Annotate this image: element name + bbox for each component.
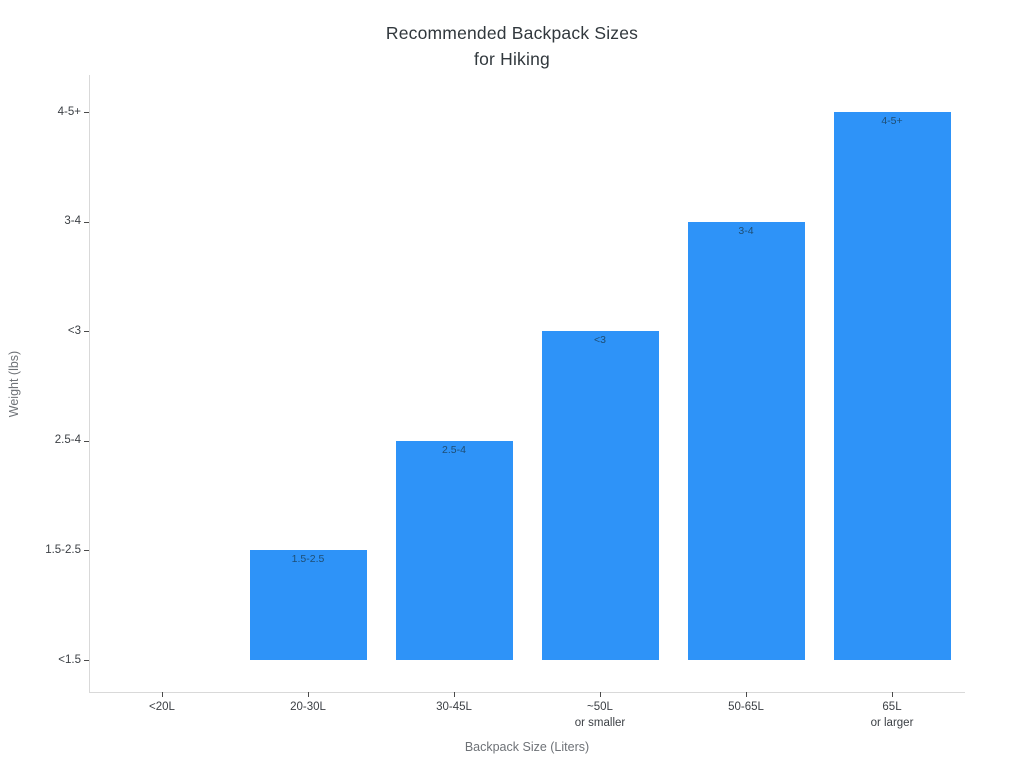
x-tick-label: ~50L or smaller xyxy=(527,699,673,731)
x-tick-label-line: or larger xyxy=(870,717,914,729)
x-tick-mark xyxy=(454,692,455,697)
x-tick-label: 50-65L xyxy=(673,699,819,715)
bar-value-label: <3 xyxy=(594,334,606,347)
y-tick-label: 4-5+ xyxy=(57,105,81,118)
chart-title-line-1: Recommended Backpack Sizes xyxy=(385,23,639,43)
x-tick-label-line: <20L xyxy=(149,701,175,713)
chart-title: Recommended Backpack Sizes for Hiking xyxy=(0,20,1024,72)
bar: 1.5-2.5 xyxy=(249,550,367,660)
y-tick-label: <1.5 xyxy=(58,653,81,666)
y-tick-mark xyxy=(84,222,89,223)
x-axis-title: Backpack Size (Liters) xyxy=(464,740,590,754)
y-axis-title: Weight (lbs) xyxy=(7,350,21,417)
y-tick-label: <3 xyxy=(67,324,81,337)
chart-title-line-2: for Hiking xyxy=(474,49,550,69)
x-tick-mark xyxy=(600,692,601,697)
x-tick-label: 65L or larger xyxy=(819,699,965,731)
x-tick-label: 20-30L xyxy=(235,699,381,715)
plot-area: <1.5 1.5-2.5 2.5-4 <3 3-4 4-5+ <20L 20-30L 30-45… xyxy=(45,75,965,729)
x-tick-mark xyxy=(308,692,309,697)
x-tick-label-line: 30-45L xyxy=(436,701,472,713)
x-tick-label-line: 50-65L xyxy=(728,701,764,713)
x-tick-label: 30-45L xyxy=(381,699,527,715)
y-axis-title-wrap: Weight (lbs) xyxy=(0,75,28,692)
bar: 4-5+ xyxy=(833,112,951,660)
x-tick-label-line: 20-30L xyxy=(290,701,326,713)
y-tick-mark xyxy=(84,441,89,442)
y-tick-mark xyxy=(84,550,89,551)
y-tick-mark xyxy=(84,112,89,113)
x-axis-line xyxy=(89,692,965,693)
bar: 2.5-4 xyxy=(395,440,513,660)
x-tick-label: <20L xyxy=(89,699,235,715)
x-tick-mark xyxy=(162,692,163,697)
bar: 3-4 xyxy=(687,221,805,660)
x-tick-mark xyxy=(892,692,893,697)
bar-value-label: 4-5+ xyxy=(881,115,903,127)
x-tick-mark xyxy=(746,692,747,697)
y-axis-line xyxy=(89,75,90,692)
y-tick-mark xyxy=(84,331,89,332)
bar-value-label: 3-4 xyxy=(738,224,754,237)
y-tick-label: 1.5-2.5 xyxy=(45,543,81,556)
y-tick-mark xyxy=(84,660,89,661)
x-tick-label-line: ~50L xyxy=(587,701,613,713)
x-tick-label-line: 65L xyxy=(882,701,902,713)
x-tick-label-line: or smaller xyxy=(574,717,626,729)
y-tick-label: 3-4 xyxy=(64,215,81,228)
bar-value-label: 1.5-2.5 xyxy=(291,553,325,566)
bar: <3 xyxy=(541,331,659,660)
bar-value-label: 2.5-4 xyxy=(442,443,466,456)
y-tick-label: 2.5-4 xyxy=(54,434,81,447)
